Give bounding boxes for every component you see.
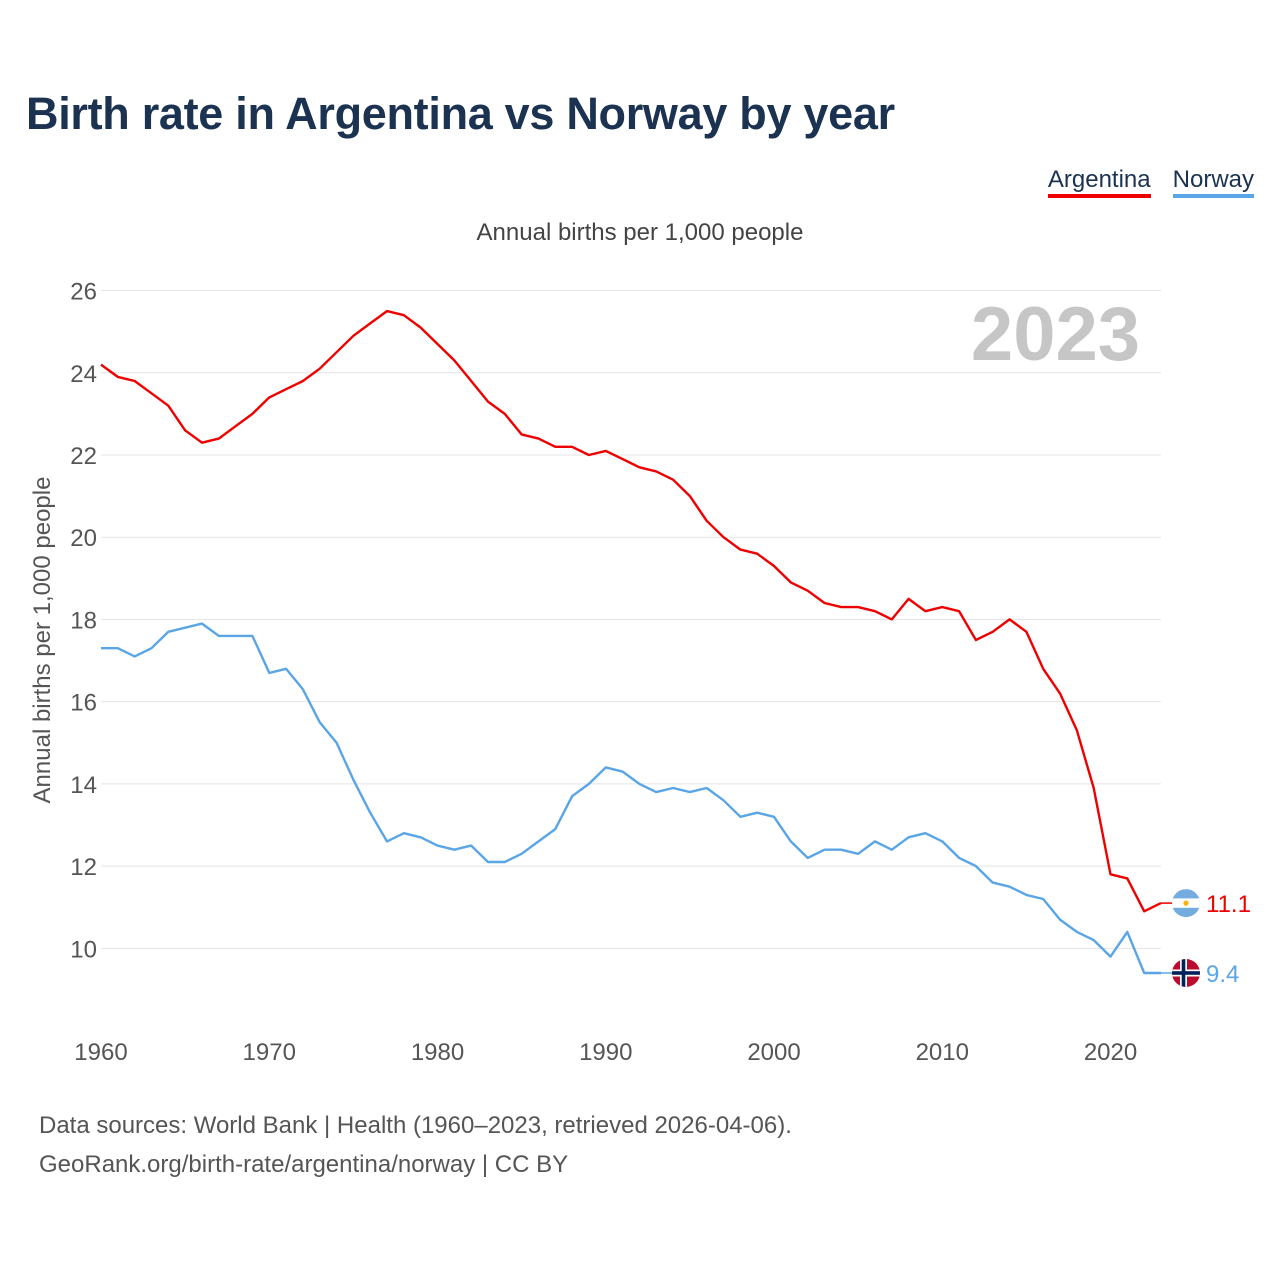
y-tick-label: 22 <box>70 443 97 470</box>
y-tick-label: 24 <box>70 361 97 388</box>
end-markers: 11.1 9.4 <box>1161 889 1251 988</box>
x-tick-label: 2020 <box>1084 1039 1137 1066</box>
y-tick-label: 26 <box>70 279 97 306</box>
chart-title: Birth rate in Argentina vs Norway by yea… <box>26 88 895 139</box>
x-tick-label: 1970 <box>243 1039 296 1066</box>
series-line-argentina[interactable] <box>100 309 1162 913</box>
y-axis-label: Annual births per 1,000 people <box>29 477 56 804</box>
norway-flag-icon <box>1172 959 1200 987</box>
line-chart: Annual births per 1,000 people 101214161… <box>29 219 1251 1066</box>
series-line-norway[interactable] <box>101 622 1161 975</box>
x-tick-label: 2000 <box>747 1039 800 1066</box>
x-tick-label: 1960 <box>74 1039 127 1066</box>
source-line-1: Data sources: World Bank | Health (1960–… <box>39 1112 792 1139</box>
x-tick-label: 1980 <box>411 1039 464 1066</box>
y-tick-label: 10 <box>70 936 97 963</box>
end-value-label: 9.4 <box>1206 961 1239 988</box>
x-tick-label: 2010 <box>916 1039 969 1066</box>
x-tick-label: 1990 <box>579 1039 632 1066</box>
y-tick-label: 16 <box>70 690 97 717</box>
y-tick-label: 20 <box>70 525 97 552</box>
series-lines <box>100 309 1162 975</box>
year-watermark: 2023 <box>971 292 1140 377</box>
argentina-flag-icon <box>1172 889 1200 918</box>
y-tick-label: 14 <box>70 772 97 799</box>
y-axis-ticks: 10 12 14 16 18 20 22 24 26 <box>70 279 97 964</box>
chart-subtitle: Annual births per 1,000 people <box>477 219 804 246</box>
y-tick-label: 12 <box>70 854 97 881</box>
source-line-2: GeoRank.org/birth-rate/argentina/norway … <box>39 1151 569 1178</box>
y-tick-label: 18 <box>70 607 97 634</box>
legend-item-argentina[interactable]: Argentina <box>1047 166 1151 198</box>
end-value-label: 11.1 <box>1206 891 1251 918</box>
grid-lines <box>101 290 1161 949</box>
source-note: Data sources: World Bank | Health (1960–… <box>39 1106 792 1184</box>
chart-legend: Argentina Norway <box>1047 166 1254 198</box>
x-axis-ticks: 1960 1970 1980 1990 2000 2010 2020 <box>74 1039 1137 1066</box>
legend-item-norway[interactable]: Norway <box>1172 166 1254 198</box>
